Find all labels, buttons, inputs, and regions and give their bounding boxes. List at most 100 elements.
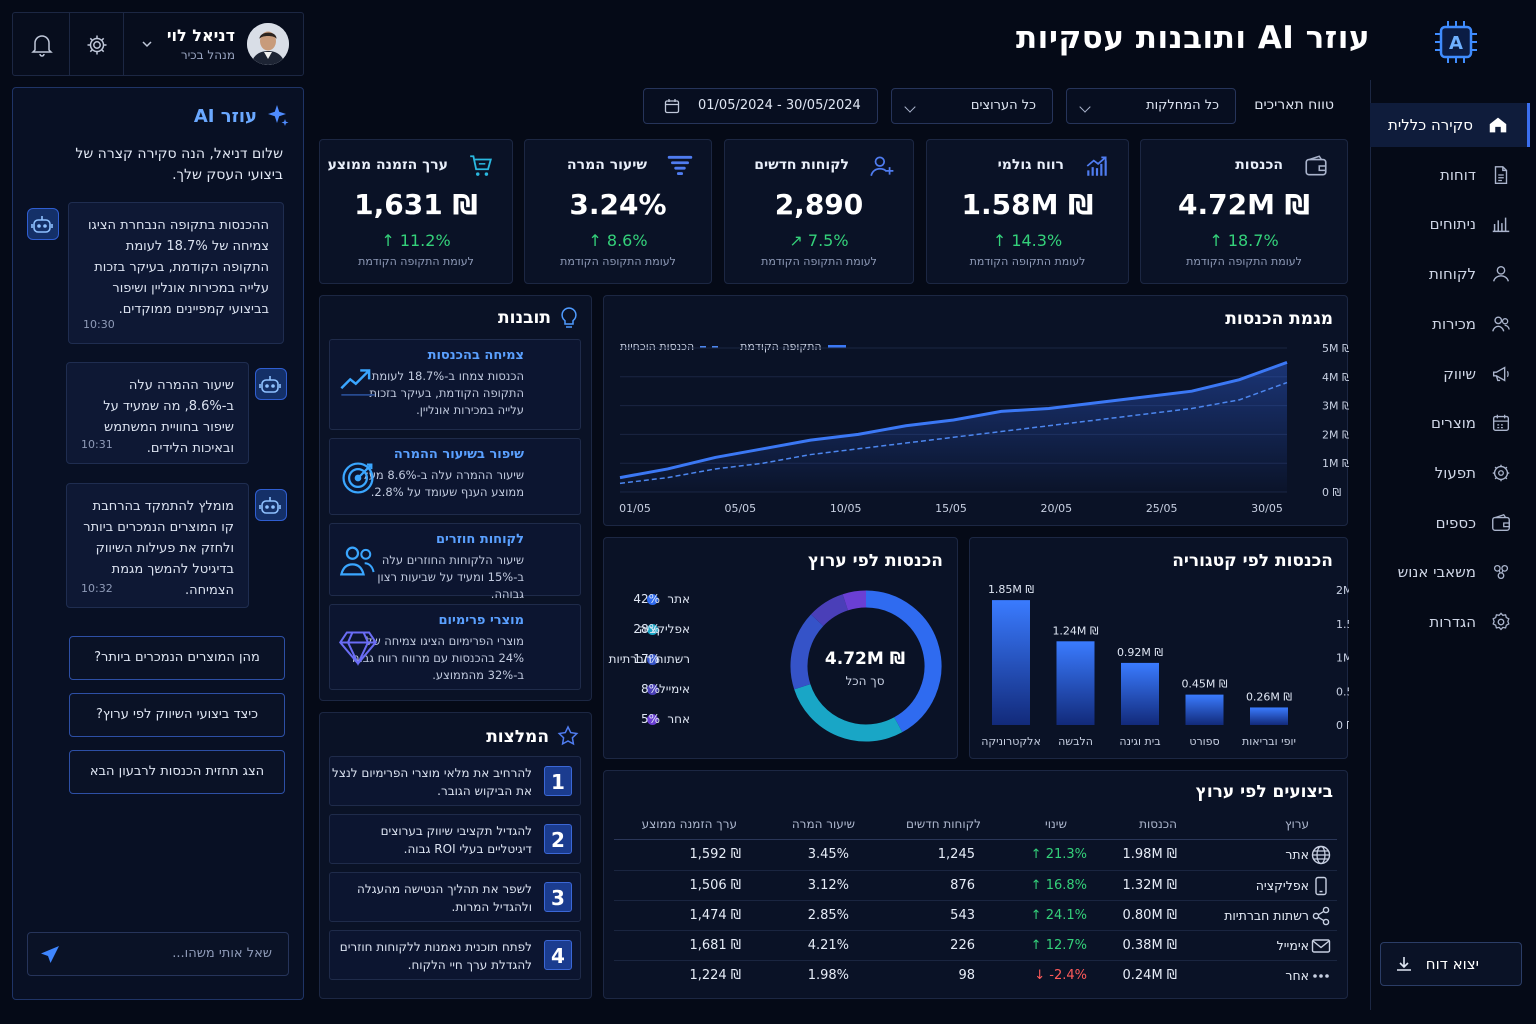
gear-cog-icon — [1490, 462, 1512, 484]
insight-card-3[interactable]: מוצרי פרימיום מוצרי הפרימיום הציגו צמיחה … — [329, 604, 581, 690]
sidebar-item-10[interactable]: הגדרות — [1370, 600, 1530, 644]
robot-icon — [27, 208, 59, 240]
donut-legend-item: אפליקציה 28% — [620, 621, 780, 639]
sidebar-item-9[interactable]: משאבי אנוש — [1370, 550, 1530, 594]
bell-icon[interactable] — [31, 33, 53, 57]
sidebar-item-2[interactable]: ניתוחים — [1370, 202, 1530, 246]
recommendation-0[interactable]: 1 להרחיב את מלאי מוצרי הפרימיום לנצל את ה… — [329, 756, 581, 806]
trend-y-tick: ₪ 5M — [1322, 342, 1349, 355]
kpi-title: לקוחות חדשים — [754, 157, 849, 173]
channel-revenue: ₪ 0.38M — [1122, 938, 1178, 953]
legend-swatch — [647, 714, 658, 725]
kpi-card-3[interactable]: שיעור המרה 3.24% ↑ 8.6% לעומת התקופה הקודמת — [524, 139, 712, 284]
user-menu-chevron-icon[interactable] — [141, 38, 153, 50]
sidebar-item-7[interactable]: תפעול — [1370, 451, 1530, 495]
ai-suggestion-button[interactable]: מהן המוצרים הנמכרים ביותר? — [69, 636, 285, 680]
sidebar-item-label: לקוחות — [1429, 265, 1476, 284]
donut-slice — [810, 594, 849, 627]
channel-aov: ₪ 1,224 — [689, 968, 741, 983]
kpi-subtext: לעומת התקופה הקודמת — [358, 255, 474, 268]
category-title: הכנסות לפי קטגוריה — [1172, 551, 1333, 571]
department-select[interactable]: כל המחלקות — [1066, 88, 1236, 124]
star-icon — [557, 725, 579, 747]
document-icon — [1490, 164, 1512, 186]
recommendation-2[interactable]: 3 לשפר את תהליך הנטישה מהעגלה ולהגדיל המר… — [329, 872, 581, 922]
sidebar-item-3[interactable]: לקוחות — [1370, 252, 1530, 296]
legend-swatch — [647, 624, 658, 635]
category-bar — [992, 600, 1030, 725]
gear-icon[interactable] — [85, 33, 109, 57]
insight-desc: הכנסות צמחו ב-18.7% לעומת התקופה הקודמת,… — [369, 369, 524, 417]
ai-suggestion-button[interactable]: כיצד ביצועי השיווק לפי ערוץ? — [69, 693, 285, 737]
insights-title: תובנות — [498, 308, 551, 328]
insight-card-0[interactable]: צמיחה בהכנסות הכנסות צמחו ב-18.7% לעומת ה… — [329, 339, 581, 430]
send-icon[interactable] — [40, 945, 60, 965]
sidebar: סקירה כללית דוחות ניתוחים לקוחות מכירות שיווק… — [1370, 80, 1536, 1010]
kpi-subtext: לעומת התקופה הקודמת — [761, 255, 877, 268]
ai-suggestion-button[interactable]: הצג תחזית הכנסות לרבעון הבא — [69, 750, 285, 794]
robot-icon — [255, 489, 287, 521]
donut-center-label: סך הכל — [845, 674, 885, 688]
channel-revenue: ₪ 0.24M — [1122, 968, 1178, 983]
sidebar-item-label: שיווק — [1443, 364, 1476, 383]
diamond-icon — [338, 628, 378, 668]
calendar-icon — [1490, 412, 1512, 434]
insight-card-1[interactable]: שיפור בשיעור ההמרה שיעור ההמרה עלה ב-8.6%… — [329, 438, 581, 515]
kpi-card-1[interactable]: רווח גולמי ₪ 1.58M ↑ 14.3% לעומת התקופה הקו… — [926, 139, 1129, 284]
category-name: יופי ובריאות — [1242, 735, 1296, 748]
date-picker[interactable]: 01/05/2024 - 30/05/2024 — [643, 88, 878, 124]
category-y-tick: ₪ 2M — [1336, 584, 1349, 597]
export-label: יצוא דוח — [1425, 955, 1479, 973]
kpi-subtext: לעומת התקופה הקודמת — [1186, 255, 1302, 268]
channel-revenue-panel: הכנסות לפי ערוץ ₪ 4.72M סך הכל אתר 42% אפל… — [603, 537, 958, 759]
revenue-trend-panel: מגמת הכנסות התקופה הקודמת הכנסות הוכחיות… — [603, 295, 1349, 526]
sidebar-item-0[interactable]: סקירה כללית — [1370, 103, 1530, 147]
sidebar-item-label: מוצרים — [1431, 414, 1476, 433]
sidebar-item-label: תפעול — [1434, 463, 1476, 482]
insight-title: שיפור בשיעור ההמרה — [393, 447, 524, 462]
legend-label: אפליקציה — [638, 622, 690, 636]
kpi-card-2[interactable]: לקוחות חדשים 2,890 ↗ 7.5% לעומת התקופה הקוד… — [724, 139, 914, 284]
kpi-value: 3.24% — [569, 188, 667, 221]
recommendation-1[interactable]: 2 להגדיל תקציבי שיווק בערוצים דיגיטליים ב… — [329, 814, 581, 864]
export-report-button[interactable]: יצוא דוח — [1380, 942, 1522, 986]
legend-value: 5% — [640, 712, 660, 726]
recommendation-number: 1 — [544, 766, 572, 796]
ai-message-text: שיעור ההמרה עלה ב-8.6%, מה שמעיד על שיפו… — [103, 378, 234, 456]
sidebar-item-8[interactable]: כספים — [1370, 501, 1530, 545]
sidebar-item-label: כספים — [1435, 513, 1476, 532]
table-row[interactable]: אפליקציה ₪ 1.32M ↑ 16.8% 876 3.12% ₪ 1,506 — [614, 870, 1337, 900]
kpi-change: ↑ 14.3% — [992, 231, 1063, 250]
ai-input-placeholder: שאל אותי משהו... — [172, 946, 272, 961]
table-row[interactable]: רשתות חברתיות ₪ 0.80M ↑ 24.1% 543 2.85% ₪ 1,4… — [614, 900, 1337, 930]
recommendation-3[interactable]: 4 לפתח תוכנית נאמנות ללקוחות חוזרים להגדל… — [329, 930, 581, 980]
category-bar-label: ₪ 1.24M — [1052, 624, 1098, 637]
channel-name: אחר — [1285, 968, 1309, 983]
sidebar-item-4[interactable]: מכירות — [1370, 302, 1530, 346]
trend-x-tick: 10/05 — [830, 502, 862, 515]
channel-aov: ₪ 1,506 — [689, 878, 741, 893]
category-name: אלקטרוניקה — [981, 735, 1041, 748]
sidebar-item-1[interactable]: דוחות — [1370, 153, 1530, 197]
recommendation-text: לפתח תוכנית נאמנות ללקוחות חוזרים להגדלת… — [339, 940, 532, 972]
channel-select[interactable]: כל הערוצים — [891, 88, 1053, 124]
sidebar-item-5[interactable]: שיווק — [1370, 352, 1530, 396]
donut-center-value: ₪ 4.72M — [824, 649, 906, 669]
insight-card-2[interactable]: לקוחות חוזרים שיעור הלקוחות החוזרים עלה ב… — [329, 523, 581, 601]
ai-chat-input[interactable]: שאל אותי משהו... — [27, 932, 289, 976]
user-icon — [1490, 263, 1512, 285]
people-network-icon — [1490, 561, 1512, 583]
kpi-card-4[interactable]: ערך הזמנה ממוצע ₪ 1,631 ↑ 11.2% לעומת התקופ… — [319, 139, 513, 284]
table-row[interactable]: אחר ₪ 0.24M ↓ -2.4% 98 1.98% ₪ 1,224 — [614, 960, 1337, 990]
sidebar-item-6[interactable]: מוצרים — [1370, 401, 1530, 445]
kpi-card-0[interactable]: הכנסות ₪ 4.72M ↑ 18.7% לעומת התקופה הקודמת — [1140, 139, 1348, 284]
donut-slice — [865, 590, 942, 733]
recommendations-panel: המלצות 1 להרחיב את מלאי מוצרי הפרימיום לנ… — [319, 712, 592, 999]
table-row[interactable]: אימייל ₪ 0.38M ↑ 12.7% 226 4.21% ₪ 1,681 — [614, 930, 1337, 960]
table-row[interactable]: אתר ₪ 1.98M ↑ 21.3% 1,245 3.45% ₪ 1,592 — [614, 840, 1337, 870]
channel-value: כל הערוצים — [970, 98, 1036, 113]
legend-value: 42% — [633, 592, 660, 606]
home-icon — [1487, 114, 1509, 136]
avatar[interactable] — [247, 23, 289, 65]
donut-slice — [842, 590, 867, 611]
